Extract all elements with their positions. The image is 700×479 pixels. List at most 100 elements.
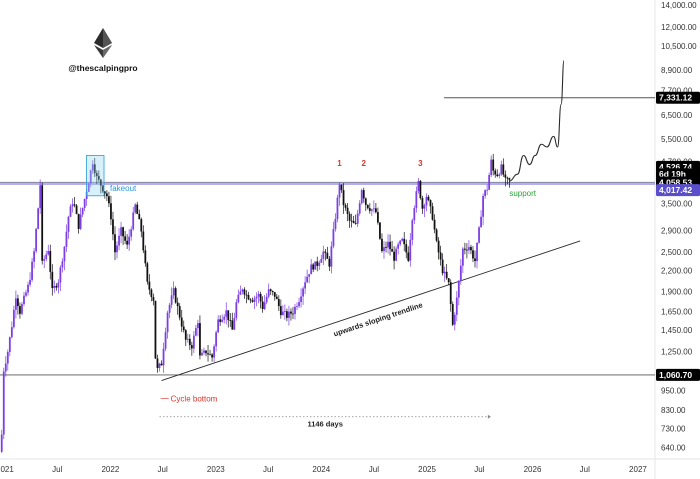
candle-body	[101, 185, 104, 192]
candle	[318, 260, 321, 271]
candle-body	[427, 196, 430, 201]
candle	[4, 356, 7, 377]
candle	[344, 203, 347, 211]
time-axis[interactable]: 2021 Jul 2022 Jul 2023 Jul 2024 Jul 2025 Jul 2026 J…	[0, 465, 647, 474]
candle-body	[43, 259, 46, 261]
candle	[290, 308, 292, 321]
candle-body	[53, 285, 56, 289]
time-tick-label: Jul	[52, 465, 62, 474]
candle-body	[186, 338, 189, 340]
candle	[387, 234, 389, 254]
time-tick-label: Jul	[263, 465, 273, 474]
candle-body	[148, 281, 151, 290]
candle-body	[41, 185, 44, 261]
candle-body	[245, 294, 248, 296]
candle-body	[348, 213, 351, 221]
candle	[360, 188, 363, 205]
candle-body	[322, 251, 325, 259]
candle	[397, 241, 400, 255]
candle	[488, 172, 491, 191]
candle	[221, 314, 224, 323]
candle	[277, 295, 280, 311]
candle-body	[381, 238, 383, 252]
candle	[77, 213, 80, 234]
candle	[356, 209, 359, 228]
candle-body	[190, 345, 193, 349]
candle	[423, 203, 426, 218]
candle-body	[116, 245, 118, 253]
candle-body	[112, 219, 114, 235]
candle-body	[441, 259, 444, 274]
candle-body	[79, 214, 82, 229]
candle	[37, 207, 40, 230]
candle-body	[29, 279, 31, 285]
time-tick-label: 2021	[0, 465, 14, 474]
candle-body	[300, 296, 302, 303]
candle-body	[494, 170, 497, 175]
candle-body	[312, 264, 315, 270]
candle	[65, 224, 68, 252]
price-label-bg	[656, 91, 700, 104]
candle-body	[142, 231, 145, 251]
candle	[192, 331, 195, 354]
candle-body	[209, 354, 211, 356]
candle-body	[172, 288, 175, 296]
candle-body	[97, 175, 100, 180]
candle-body	[126, 240, 129, 245]
candle-body	[387, 241, 389, 248]
candle	[99, 178, 102, 194]
candle-body	[65, 231, 68, 247]
candle-body	[395, 248, 398, 261]
candle-body	[168, 304, 171, 313]
candle-body	[132, 212, 135, 230]
candle	[144, 245, 147, 267]
candle	[480, 210, 482, 228]
candle-body	[265, 296, 268, 303]
candle-body	[366, 204, 369, 209]
candle	[23, 291, 25, 307]
candle	[8, 336, 11, 357]
candle	[433, 214, 436, 234]
candle-body	[463, 248, 466, 250]
candle	[150, 288, 153, 302]
candle-body	[95, 173, 98, 176]
candle	[168, 302, 171, 319]
candle-body	[235, 302, 238, 318]
candle-body	[144, 250, 147, 264]
candle-body	[61, 261, 64, 268]
candle	[401, 237, 404, 242]
trendline	[161, 240, 581, 381]
price-tick-label: 8,900.00	[661, 66, 693, 75]
candle-body	[277, 299, 280, 307]
candle-body	[118, 235, 120, 246]
candle	[320, 254, 323, 263]
ethereum-logo-icon	[94, 28, 112, 58]
candle	[332, 221, 335, 249]
candle-body	[356, 213, 359, 224]
candle	[429, 199, 432, 214]
candle	[362, 187, 365, 203]
candle-body	[445, 271, 448, 279]
candle-body	[67, 216, 70, 232]
candle	[379, 221, 381, 240]
candle-body	[352, 220, 355, 223]
brand-block: @thescalpingpro	[68, 28, 138, 73]
candle-body	[292, 313, 294, 315]
candle	[288, 305, 290, 326]
candle-body	[478, 227, 480, 243]
candle-body	[298, 302, 300, 307]
price-tick-label: 2,200.00	[661, 266, 693, 275]
price-tick-label: 1,450.00	[661, 326, 693, 335]
candle-body	[425, 196, 428, 206]
candle-body	[506, 177, 509, 179]
brand-handle: @thescalpingpro	[68, 63, 137, 73]
candle-body	[215, 332, 218, 347]
candle-body	[296, 306, 298, 308]
candle-body	[128, 236, 131, 245]
candle	[156, 354, 159, 373]
candle	[370, 208, 373, 217]
candle	[128, 229, 131, 251]
candle-body	[338, 184, 341, 198]
candle	[91, 160, 94, 175]
price-axis[interactable]: 14,000.00 12,000.00 10,500.00 8,900.00 7,700…	[656, 1, 700, 452]
